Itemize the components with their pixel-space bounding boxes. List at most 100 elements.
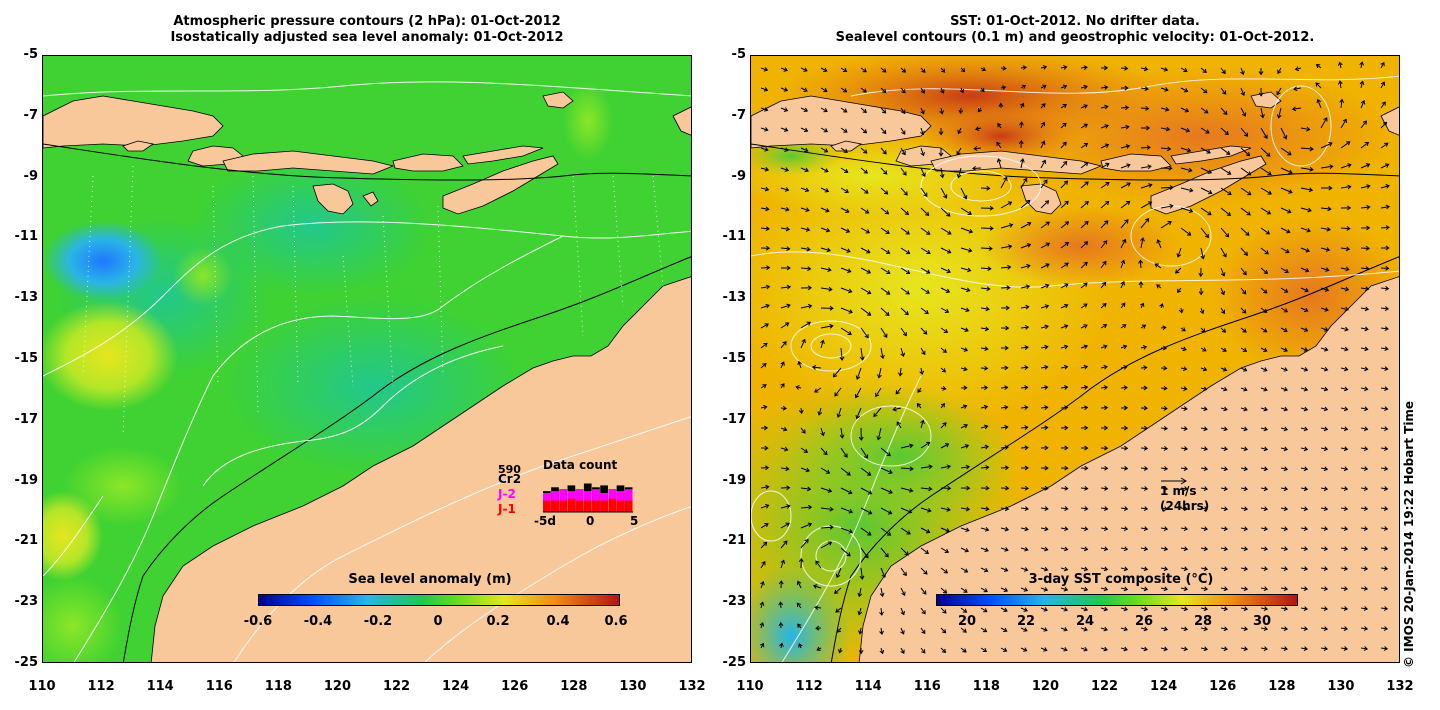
- left-title-line-1: Atmospheric pressure contours (2 hPa): 0…: [173, 14, 561, 29]
- latitude-tick-label: -25: [722, 655, 747, 670]
- longitude-tick-label: 132: [1386, 679, 1414, 694]
- longitude-tick-label: 122: [382, 679, 411, 694]
- latitude-tick-label: -17: [14, 411, 39, 427]
- sst-colorbar-label: 3-day SST composite (°C): [1028, 572, 1214, 587]
- sla-colorbar: [258, 594, 620, 606]
- longitude-tick-label: 112: [795, 679, 823, 694]
- sst-land: [751, 91, 1399, 662]
- longitude-tick-label: 110: [736, 679, 764, 694]
- data-count-title: Data count: [543, 458, 618, 472]
- sst-cb-tick: 24: [1075, 614, 1095, 629]
- latitude-tick-label: -19: [14, 472, 39, 488]
- longitude-tick-label: 132: [678, 679, 706, 694]
- longitude-tick-label: 114: [854, 679, 882, 694]
- longitude-tick-label: 124: [1150, 679, 1178, 694]
- latitude-tick-label: -7: [731, 107, 746, 123]
- data-count-max: 590: [498, 463, 521, 476]
- sst-sealevel-contours: [751, 75, 1399, 662]
- right-title-line-2: Sealevel contours (0.1 m) and geostrophi…: [835, 30, 1315, 45]
- velocity-scale-value: 1 m/s: [1160, 484, 1197, 498]
- longitude-tick-label: 110: [28, 679, 56, 694]
- latitude-tick-label: -11: [722, 229, 747, 245]
- latitude-tick-label: -11: [14, 229, 39, 245]
- velocity-scale-arrow: [1161, 477, 1187, 485]
- sla-colorbar-label: Sea level anomaly (m): [348, 572, 512, 587]
- sst-cb-tick: 28: [1193, 614, 1213, 629]
- right-map-title: SST: 01-Oct-2012. No drifter data. Seale…: [750, 14, 1400, 46]
- longitude-tick-label: 114: [146, 679, 174, 694]
- sst-cb-tick: 30: [1252, 614, 1272, 629]
- sla-map-svg: [43, 56, 691, 662]
- sst-cb-tick: 26: [1134, 614, 1154, 629]
- right-title-line-1: SST: 01-Oct-2012. No drifter data.: [950, 14, 1200, 29]
- latitude-tick-label: -5: [731, 47, 746, 62]
- latitude-tick-label: -15: [14, 351, 39, 366]
- sst-cb-tick: 22: [1016, 614, 1036, 629]
- latitude-tick-label: -13: [722, 290, 747, 306]
- geostrophic-velocity-arrows: [759, 61, 1391, 655]
- sla-altimeter-tracks: [82, 165, 664, 437]
- data-count-bar: [575, 500, 584, 512]
- data-count-bar: [583, 500, 592, 512]
- latitude-tick-label: -5: [23, 47, 38, 62]
- longitude-tick-label: 116: [205, 679, 233, 694]
- data-count-bar: [624, 500, 633, 512]
- longitude-tick-label: 126: [501, 679, 529, 694]
- data-count-xtick: 0: [586, 514, 595, 528]
- longitude-tick-label: 122: [1090, 679, 1119, 694]
- longitude-tick-label: 128: [560, 679, 588, 694]
- copyright-notice: © IMOS 20-Jan-2014 19:22 Hobart Time: [1402, 400, 1416, 668]
- latitude-tick-label: -9: [23, 168, 38, 184]
- longitude-tick-label: 120: [323, 679, 352, 694]
- series-label-cr2: Cr2: [498, 472, 522, 486]
- sla-cb-tick: 0.4: [546, 614, 570, 629]
- sst-map-svg: [751, 56, 1399, 662]
- latitude-tick-label: -23: [722, 594, 747, 610]
- sst-shelf-break: [751, 143, 1399, 662]
- velocity-scale-period: (24hrs): [1160, 499, 1210, 513]
- data-count-xtick: -5d: [534, 514, 556, 528]
- data-count-chart: [543, 483, 633, 513]
- data-count-bar: [608, 498, 617, 512]
- data-count-bar: [600, 500, 608, 512]
- latitude-tick-label: -13: [14, 290, 39, 306]
- longitude-tick-label: 124: [442, 679, 470, 694]
- sla-cb-tick: -0.4: [303, 614, 333, 629]
- data-count-bar: [592, 500, 600, 512]
- latitude-tick-label: -15: [722, 351, 747, 366]
- sst-colorbar: [936, 594, 1298, 606]
- longitude-tick-label: 118: [972, 679, 1000, 694]
- longitude-tick-label: 126: [1209, 679, 1237, 694]
- data-count-bar: [616, 500, 625, 512]
- latitude-tick-label: -25: [14, 655, 39, 670]
- latitude-tick-label: -19: [722, 472, 747, 488]
- sea-level-anomaly-map[interactable]: [42, 55, 692, 663]
- sla-cb-tick: 0.2: [486, 614, 510, 629]
- latitude-tick-label: -23: [14, 594, 39, 610]
- left-title-line-2: Isostatically adjusted sea level anomaly…: [170, 30, 564, 45]
- latitude-tick-label: -21: [722, 533, 747, 549]
- data-count-bar: [543, 500, 551, 512]
- sla-cb-tick: -0.6: [243, 614, 273, 629]
- sla-shelf-break: [43, 143, 691, 662]
- longitude-tick-label: 130: [619, 679, 647, 694]
- latitude-tick-label: -21: [14, 533, 39, 549]
- sst-cb-tick: 20: [957, 614, 977, 629]
- longitude-tick-label: 120: [1031, 679, 1060, 694]
- left-map-title: Atmospheric pressure contours (2 hPa): 0…: [42, 14, 692, 46]
- sla-anomaly-blobs: [43, 81, 613, 662]
- latitude-tick-label: -7: [23, 107, 38, 123]
- data-count-bar: [567, 498, 576, 512]
- sla-cb-tick: 0: [433, 614, 443, 629]
- longitude-tick-label: 128: [1268, 679, 1296, 694]
- longitude-tick-label: 116: [913, 679, 941, 694]
- longitude-tick-label: 112: [87, 679, 115, 694]
- sla-cb-tick: -0.2: [363, 614, 393, 629]
- latitude-tick-label: -9: [731, 168, 746, 184]
- sst-map[interactable]: [750, 55, 1400, 663]
- sla-cb-tick: 0.6: [604, 614, 628, 629]
- series-label-j2: J-2: [498, 487, 516, 501]
- data-count-bar: [551, 500, 559, 512]
- sla-land: [43, 91, 691, 662]
- data-count-bar: [559, 500, 568, 512]
